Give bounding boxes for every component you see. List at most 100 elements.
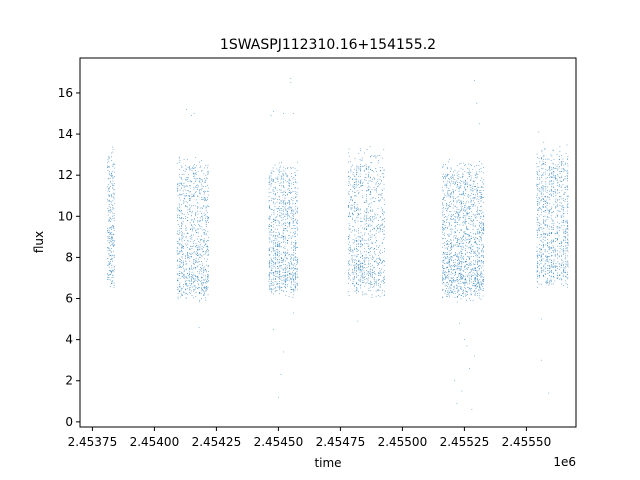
data-point — [348, 178, 350, 180]
data-point — [208, 265, 209, 267]
data-point — [286, 176, 288, 177]
data-point — [183, 236, 185, 238]
data-point — [363, 293, 365, 295]
data-point — [459, 217, 460, 219]
data-point — [201, 290, 203, 291]
data-point — [465, 245, 467, 246]
data-point — [369, 194, 371, 195]
data-point — [289, 273, 290, 274]
data-point — [112, 240, 114, 241]
data-point — [189, 288, 191, 290]
data-point — [198, 241, 199, 243]
data-point — [442, 260, 444, 262]
data-point — [483, 216, 484, 218]
data-point — [205, 288, 207, 289]
data-point — [474, 294, 476, 296]
data-point — [111, 272, 113, 274]
data-point — [181, 235, 183, 236]
data-point — [454, 244, 456, 246]
data-point — [460, 177, 462, 178]
data-point — [199, 249, 201, 250]
data-point — [181, 257, 183, 259]
data-point — [452, 176, 454, 178]
data-point — [482, 265, 484, 267]
data-point — [470, 190, 472, 192]
data-point — [110, 227, 111, 228]
data-point — [458, 246, 460, 247]
data-point — [359, 261, 361, 263]
data-point — [193, 165, 195, 167]
data-point — [273, 266, 275, 267]
data-point — [541, 259, 543, 261]
data-point — [201, 282, 203, 284]
data-point — [289, 268, 290, 269]
data-point — [449, 265, 450, 267]
data-point — [282, 235, 284, 237]
data-point — [178, 237, 180, 239]
data-point — [275, 235, 277, 237]
data-point — [277, 271, 278, 273]
data-point — [379, 274, 381, 276]
data-point — [472, 183, 474, 185]
data-point — [112, 218, 114, 219]
data-point — [378, 194, 379, 196]
data-point — [274, 235, 276, 236]
data-point — [296, 282, 298, 284]
data-point — [350, 161, 351, 163]
data-point — [457, 230, 459, 232]
data-point — [201, 298, 202, 299]
data-point — [203, 291, 205, 293]
data-point — [206, 226, 207, 228]
data-point — [181, 226, 182, 228]
data-point — [556, 215, 558, 216]
data-point — [279, 222, 281, 224]
data-point — [107, 165, 108, 167]
data-point — [205, 275, 206, 277]
data-point — [368, 180, 370, 182]
data-point — [295, 240, 296, 242]
data-point — [183, 233, 185, 235]
data-point — [483, 190, 484, 191]
data-point — [544, 186, 546, 187]
data-point — [565, 228, 567, 230]
data-point — [553, 262, 554, 264]
data-point — [197, 271, 198, 272]
data-point — [271, 259, 273, 261]
data-point — [462, 217, 464, 219]
data-point — [179, 194, 181, 196]
data-point — [108, 231, 110, 233]
data-point — [112, 269, 114, 271]
data-point — [189, 208, 191, 210]
data-point — [203, 192, 205, 194]
data-point — [348, 216, 350, 217]
data-point — [292, 273, 294, 275]
data-point — [537, 253, 538, 255]
data-point — [295, 286, 296, 288]
data-point — [283, 229, 284, 231]
data-point — [553, 175, 554, 176]
data-point — [476, 275, 478, 277]
data-point — [284, 221, 286, 223]
data-point — [191, 253, 193, 255]
data-point — [481, 163, 483, 165]
data-point — [190, 228, 191, 230]
data-point — [368, 212, 369, 214]
data-point — [358, 269, 360, 271]
data-point — [460, 294, 462, 296]
data-point — [276, 248, 278, 250]
data-point — [275, 242, 276, 243]
data-point — [450, 228, 452, 230]
data-point — [200, 189, 202, 191]
data-point — [352, 199, 353, 201]
data-point — [460, 258, 462, 260]
data-point — [457, 296, 458, 297]
data-point — [383, 239, 385, 240]
data-point — [280, 200, 282, 202]
data-point — [291, 210, 292, 212]
data-point — [375, 290, 377, 292]
data-point — [360, 159, 362, 161]
data-point — [379, 170, 381, 171]
data-point — [462, 289, 464, 291]
data-point — [458, 215, 460, 216]
data-point — [454, 235, 456, 236]
